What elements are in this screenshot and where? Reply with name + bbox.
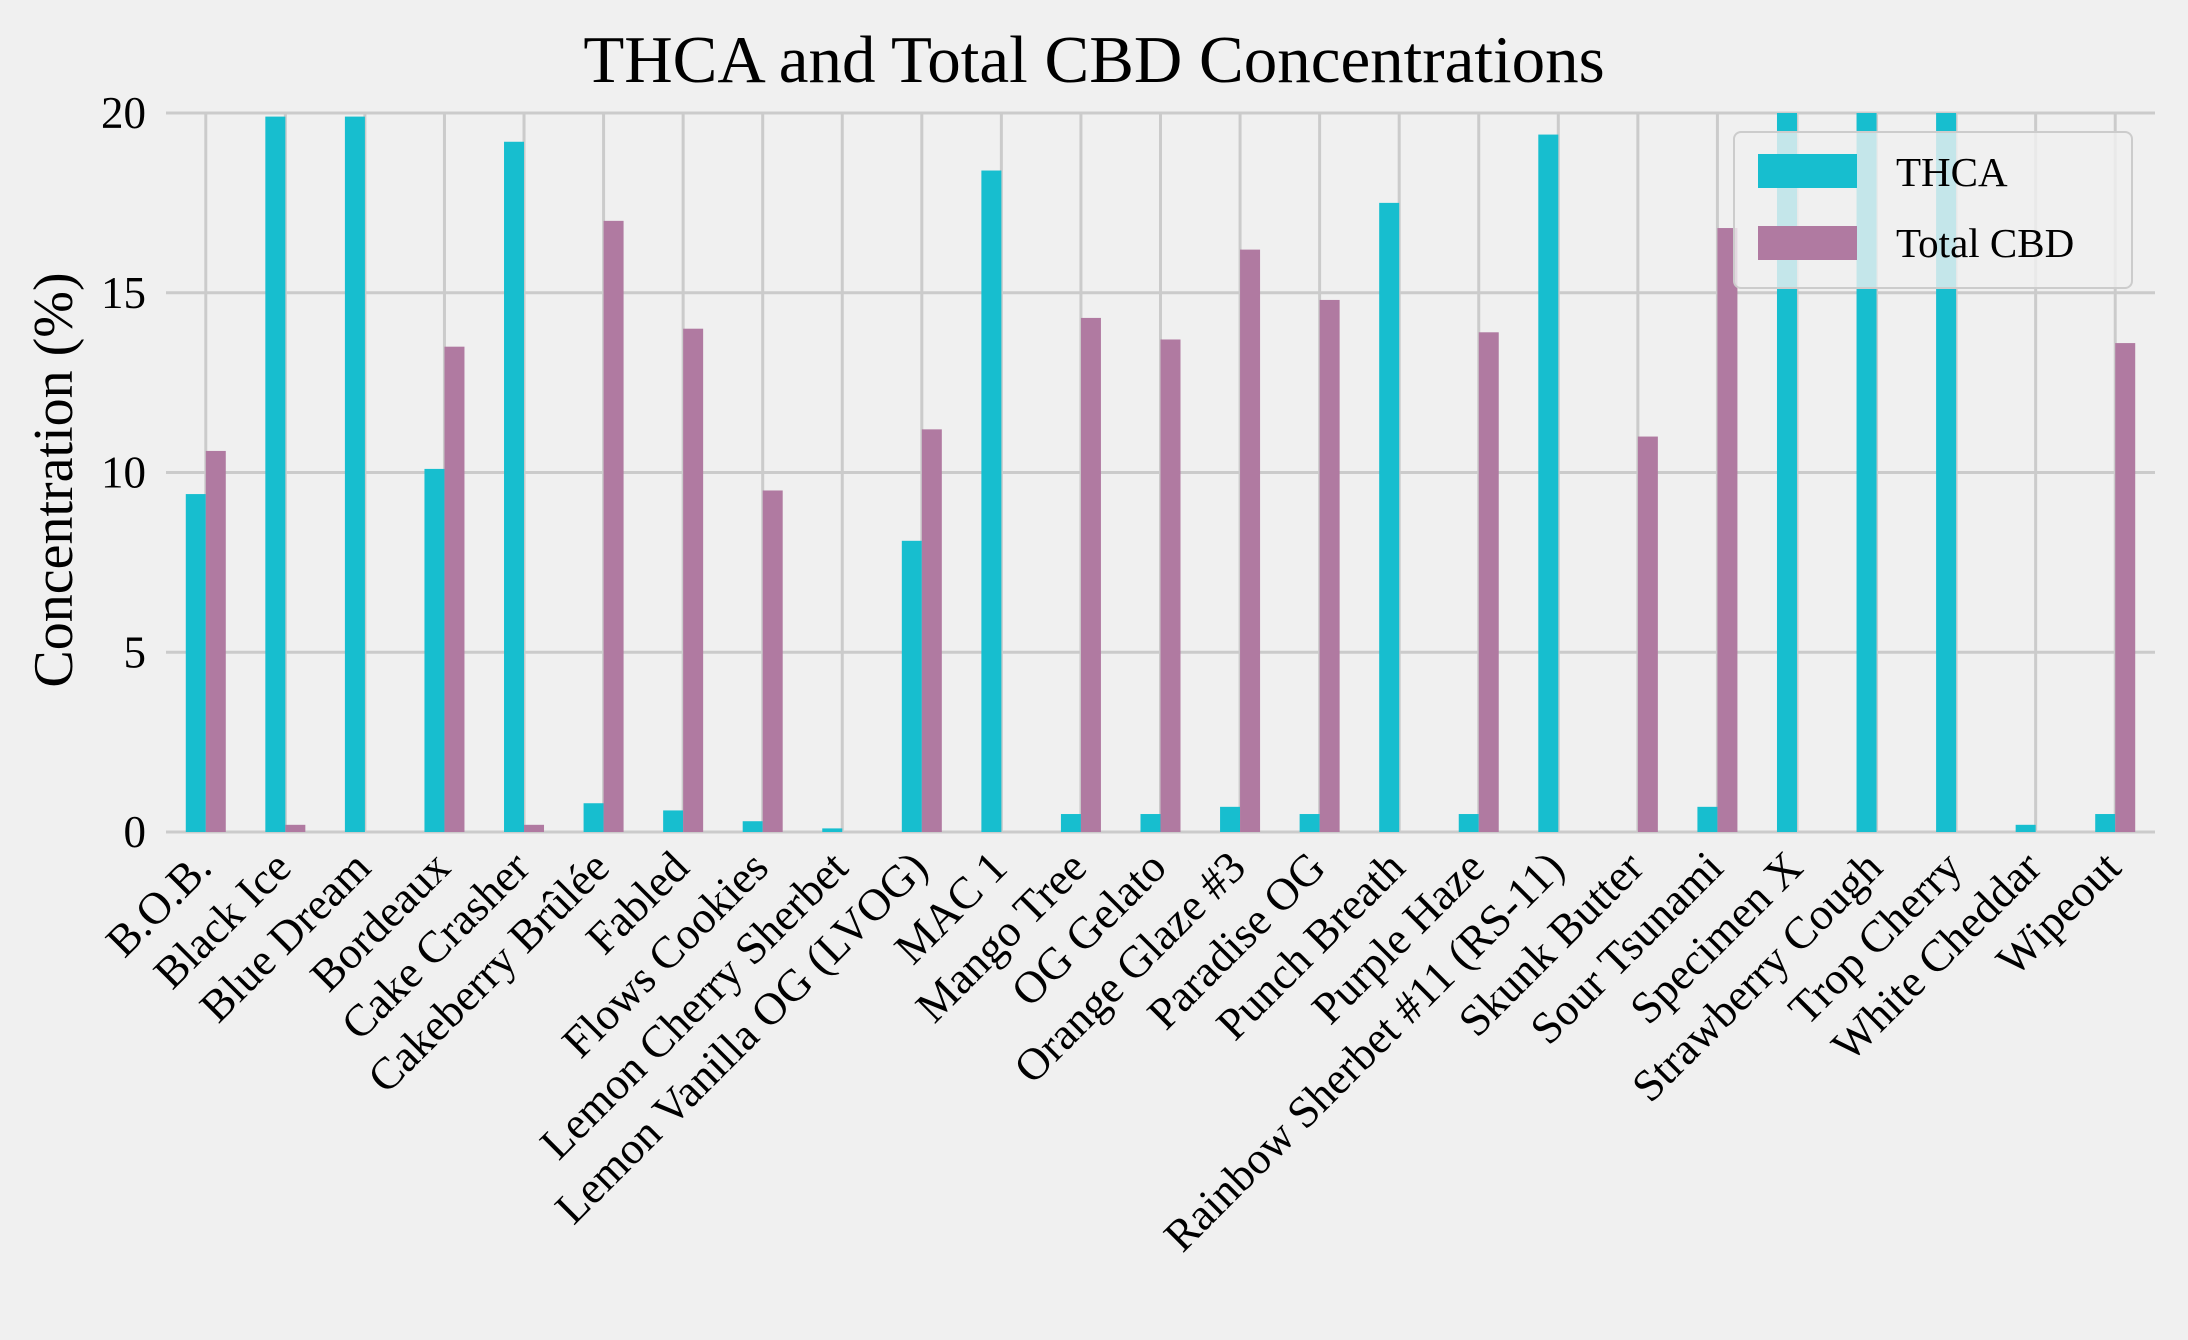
bar-thca xyxy=(583,803,604,832)
bar-total-cbd xyxy=(1160,339,1181,832)
bar-thca xyxy=(1458,814,1479,832)
y-tick-label: 15 xyxy=(101,268,146,318)
bar-total-cbd xyxy=(603,220,624,833)
bar-thca xyxy=(344,116,365,833)
bar-total-cbd xyxy=(1240,249,1261,833)
y-tick-label: 20 xyxy=(101,88,146,138)
bar-total-cbd xyxy=(444,346,465,832)
bar-thca xyxy=(1856,113,1877,832)
bar-thca xyxy=(1299,814,1320,832)
bar-total-cbd xyxy=(1478,332,1499,832)
bar-total-cbd xyxy=(762,490,783,832)
bar-thca xyxy=(742,821,763,832)
bar-total-cbd xyxy=(1637,436,1658,832)
bar-thca xyxy=(1697,806,1718,832)
bar-thca xyxy=(2015,824,2036,832)
bar-thca xyxy=(663,810,684,832)
bar-thca xyxy=(822,828,843,832)
bar-total-cbd xyxy=(285,824,306,832)
y-tick-label: 10 xyxy=(101,448,146,498)
bar-thca xyxy=(504,141,525,832)
legend-swatch-thca xyxy=(1758,154,1857,188)
bar-thca xyxy=(1776,113,1797,832)
bar-total-cbd xyxy=(1319,299,1340,832)
bar-thca xyxy=(1140,814,1161,832)
bar-thca xyxy=(1220,806,1241,832)
legend-label-total-cbd: Total CBD xyxy=(1896,220,2074,266)
bar-thca xyxy=(1060,814,1081,832)
legend: THCA Total CBD xyxy=(1733,131,2133,289)
y-tick-label: 0 xyxy=(124,807,147,857)
y-ticks: 0 5 10 15 20 xyxy=(101,88,146,857)
bar-thca xyxy=(185,494,206,832)
bar-total-cbd xyxy=(2115,343,2136,832)
chart-title: THCA and Total CBD Concentrations xyxy=(583,23,1604,97)
y-axis-label: Concentration (%) xyxy=(23,272,85,687)
legend-label-thca: THCA xyxy=(1896,149,2008,195)
bar-thca xyxy=(981,170,1002,832)
bar-thca xyxy=(424,468,445,832)
bar-thca xyxy=(1936,113,1957,832)
bar-thca xyxy=(901,540,922,832)
bars-layer xyxy=(185,113,2136,833)
legend-swatch-total-cbd xyxy=(1758,226,1857,260)
bar-total-cbd xyxy=(1717,228,1738,833)
bar-thca xyxy=(265,116,286,833)
y-tick-label: 5 xyxy=(124,627,147,677)
bar-total-cbd xyxy=(205,450,226,832)
bar-thca xyxy=(1538,134,1559,832)
bar-total-cbd xyxy=(683,328,704,832)
bar-total-cbd xyxy=(921,429,942,832)
bar-thca xyxy=(2095,814,2116,832)
bar-total-cbd xyxy=(524,824,545,832)
bar-total-cbd xyxy=(1080,317,1101,832)
bar-thca xyxy=(1379,202,1400,832)
